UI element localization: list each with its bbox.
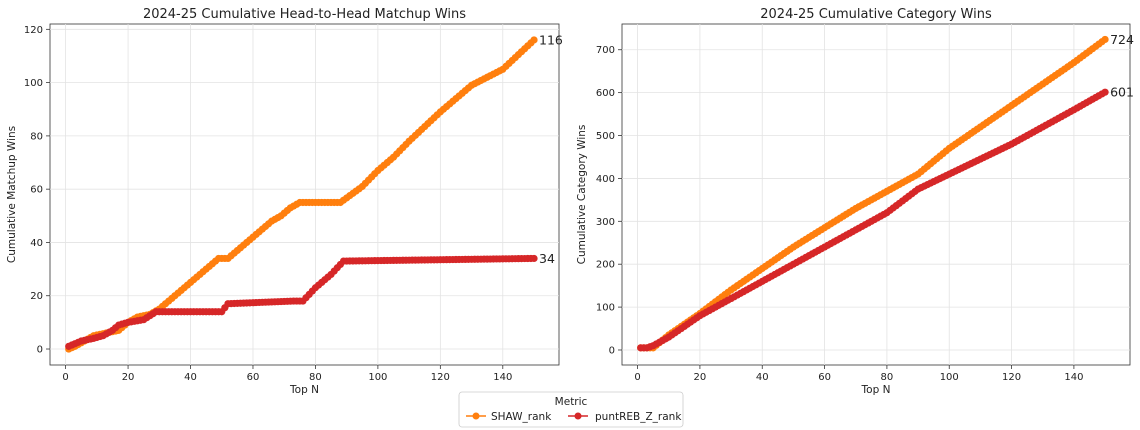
- x-tick-label: 0: [634, 372, 640, 383]
- y-tick-label: 200: [596, 260, 615, 271]
- y-ticks: 0 20 40 60 80 100 120: [24, 25, 50, 356]
- data-point: [1101, 88, 1109, 96]
- legend-item-shaw: SHAW_rank: [466, 411, 552, 423]
- chart-title: 2024-25 Cumulative Category Wins: [760, 7, 992, 22]
- end-label-SHAW_rank: 116: [539, 32, 563, 47]
- data-point: [1101, 35, 1109, 44]
- plot-area: [49, 23, 560, 366]
- x-ticks: 0 20 40 60 80 100 120 140: [62, 365, 512, 383]
- legend-title: Metric: [555, 396, 588, 408]
- data-point: [530, 36, 538, 44]
- x-tick-label: 20: [694, 372, 707, 383]
- data-point: [530, 254, 538, 263]
- y-tick-label: 500: [596, 131, 615, 142]
- x-tick-label: 120: [1002, 372, 1021, 383]
- legend: Metric SHAW_rank puntREB_Z_rank: [458, 391, 684, 428]
- x-tick-label: 140: [493, 372, 512, 383]
- x-tick-label: 120: [431, 372, 450, 383]
- y-tick-label: 100: [24, 78, 43, 89]
- legend-label: puntREB_Z_rank: [595, 411, 682, 423]
- legend-box: [458, 391, 684, 428]
- end-labels: 724 601: [1110, 32, 1134, 100]
- y-tick-label: 40: [30, 238, 43, 249]
- chart-title: 2024-25 Cumulative Head-to-Head Matchup …: [143, 7, 466, 22]
- x-tick-label: 40: [184, 372, 197, 383]
- chart-panel-category-wins: 0 20 40 60 80 100 120 140 0 100 200 300 400 500 600 70…: [576, 7, 1134, 396]
- end-label-SHAW_rank: 724: [1110, 32, 1134, 47]
- x-axis-label: Top N: [289, 384, 319, 396]
- series-group: [637, 35, 1109, 352]
- y-tick-label: 80: [30, 131, 43, 142]
- x-tick-label: 140: [1064, 372, 1083, 383]
- end-label-puntREB_Z_rank: 601: [1110, 85, 1134, 100]
- y-tick-label: 600: [596, 88, 615, 99]
- x-tick-label: 100: [940, 372, 959, 383]
- x-tick-label: 40: [756, 372, 769, 383]
- x-tick-label: 60: [818, 372, 831, 383]
- series-markers-puntREB_Z_rank: [65, 254, 538, 350]
- y-axis-label: Cumulative Category Wins: [576, 125, 588, 265]
- chart-panel-matchup-wins: 0 20 40 60 80 100 120 140 0 20 40 60 80 100 120 116 34…: [6, 7, 563, 396]
- x-axis-label: Top N: [861, 384, 891, 396]
- end-labels: 116 34: [539, 32, 563, 265]
- x-tick-label: 100: [368, 372, 387, 383]
- y-ticks: 0 100 200 300 400 500 600 700: [596, 45, 622, 356]
- legend-label: SHAW_rank: [491, 411, 552, 423]
- series-group: [65, 36, 538, 353]
- y-tick-label: 120: [24, 25, 43, 36]
- x-tick-label: 60: [247, 372, 260, 383]
- series-markers-puntREB_Z_rank: [637, 88, 1109, 352]
- x-ticks: 0 20 40 60 80 100 120 140: [634, 365, 1083, 383]
- y-tick-label: 0: [609, 345, 615, 356]
- x-tick-label: 0: [62, 372, 68, 383]
- x-tick-label: 80: [881, 372, 894, 383]
- y-tick-label: 0: [37, 345, 43, 356]
- series-markers-SHAW_rank: [65, 36, 538, 353]
- end-label-puntREB_Z_rank: 34: [539, 251, 555, 266]
- y-tick-label: 700: [596, 45, 615, 56]
- y-tick-label: 60: [30, 185, 43, 196]
- x-tick-label: 80: [309, 372, 322, 383]
- y-tick-label: 100: [596, 303, 615, 314]
- legend-item-puntreb: puntREB_Z_rank: [568, 411, 682, 423]
- y-tick-label: 300: [596, 217, 615, 228]
- legend-swatch-marker: [472, 412, 480, 420]
- y-tick-label: 20: [30, 291, 43, 302]
- x-tick-label: 20: [122, 372, 135, 383]
- y-axis-label: Cumulative Matchup Wins: [6, 126, 18, 263]
- y-tick-label: 400: [596, 174, 615, 185]
- legend-swatch-marker: [574, 412, 582, 420]
